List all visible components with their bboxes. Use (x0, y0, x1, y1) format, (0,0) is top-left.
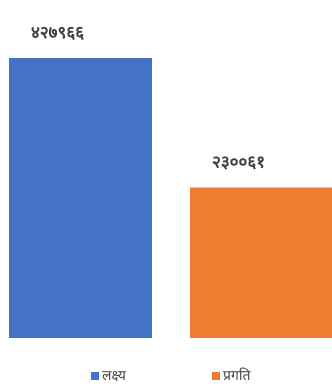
data-label-1: २३००६१ (212, 152, 265, 172)
legend-label-progress: प्रगति (223, 368, 251, 384)
bar-1 (190, 187, 332, 338)
legend-item-target: लक्ष्य (91, 366, 126, 385)
legend-swatch-progress (212, 371, 220, 380)
data-label-0: ४२७९६६ (31, 23, 84, 43)
bar-0 (9, 58, 152, 338)
legend-item-progress: प्रगति (212, 366, 250, 385)
legend-label-target: लक्ष्य (102, 368, 126, 384)
legend-swatch-target (91, 371, 99, 380)
chart-legend: लक्ष्य प्रगति (0, 366, 332, 386)
